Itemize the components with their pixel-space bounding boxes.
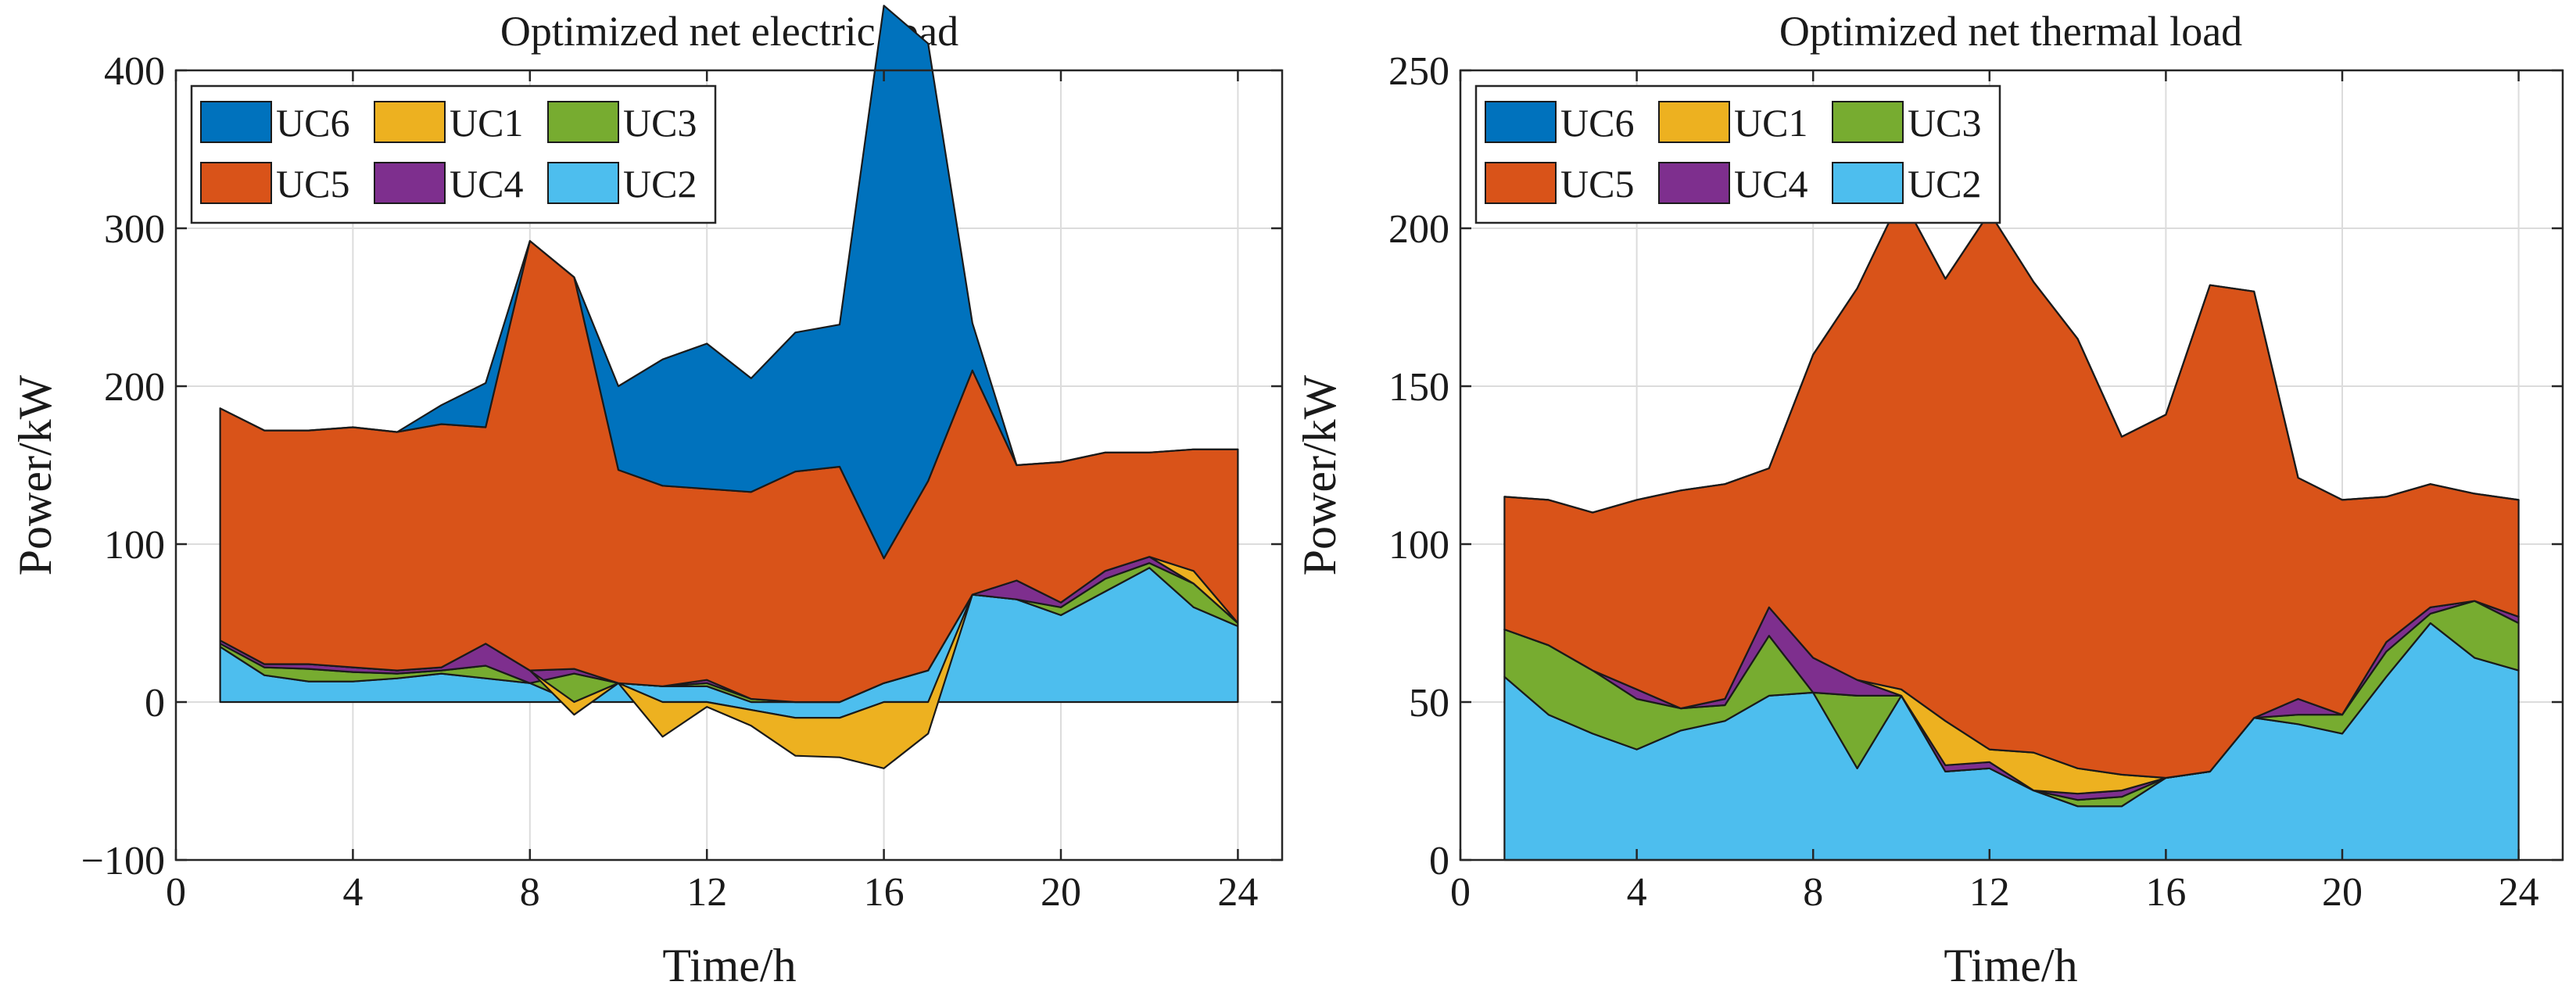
- y-axis-label: Power/kW: [9, 374, 61, 575]
- legend-swatch-uc3: [547, 101, 619, 143]
- y-tick-label: 150: [1388, 365, 1449, 410]
- area-series-uc6: [1503, 195, 2520, 514]
- legend: UC6 UC1 UC3 UC5 UC4 UC2: [190, 84, 717, 224]
- y-tick-label: 50: [1409, 681, 1449, 726]
- legend-label-uc6: UC6: [1560, 101, 1634, 145]
- x-tick-label: 4: [342, 870, 363, 915]
- x-tick-label: 12: [1969, 870, 2010, 915]
- x-tick-label: 8: [520, 870, 540, 915]
- area-series-group: [219, 5, 1239, 769]
- x-tick-label: 8: [1803, 870, 1823, 915]
- legend: UC6 UC1 UC3 UC5 UC4 UC2: [1474, 84, 2001, 224]
- x-axis-label: Time/h: [662, 940, 796, 991]
- legend-swatch-uc5: [1485, 162, 1557, 204]
- legend-swatch-uc3: [1832, 101, 1904, 143]
- y-tick-label: 400: [104, 49, 165, 94]
- x-tick-label: 16: [864, 870, 905, 915]
- y-tick-label: 250: [1388, 49, 1449, 94]
- y-tick-label: 200: [104, 365, 165, 410]
- legend-label-uc6: UC6: [276, 101, 349, 145]
- legend-label-uc2: UC2: [623, 162, 697, 206]
- x-tick-label: 12: [686, 870, 727, 915]
- legend-label-uc3: UC3: [623, 101, 697, 145]
- legend-swatch-uc1: [374, 101, 446, 143]
- thermal-load-chart: Optimized net thermal load Time/h Power/…: [1294, 8, 2564, 991]
- area-series-uc6: [219, 5, 1239, 560]
- legend-label-uc1: UC1: [1734, 101, 1807, 145]
- legend-label-uc4: UC4: [450, 162, 523, 206]
- y-tick-label: 200: [1388, 207, 1449, 252]
- electric-load-chart: Optimized net electric load Time/h Power…: [9, 5, 1284, 991]
- legend-swatch-uc4: [374, 162, 446, 204]
- x-tick-label: 24: [2499, 870, 2539, 915]
- x-tick-label: 20: [2322, 870, 2363, 915]
- x-tick-label: 16: [2145, 870, 2186, 915]
- legend-label-uc3: UC3: [1908, 101, 1981, 145]
- legend-swatch-uc6: [1485, 101, 1557, 143]
- legend-box: [190, 84, 717, 224]
- x-tick-label: 4: [1627, 870, 1647, 915]
- x-tick-label: 0: [166, 870, 186, 915]
- y-tick-label: 0: [1429, 839, 1449, 883]
- legend-swatch-uc1: [1658, 101, 1730, 143]
- axes-box: [174, 69, 1284, 862]
- y-tick-label: 0: [145, 681, 165, 726]
- y-axis-label: Power/kW: [1294, 374, 1345, 575]
- legend-label-uc4: UC4: [1734, 162, 1807, 206]
- legend-swatch-uc4: [1658, 162, 1730, 204]
- legend-box: [1474, 84, 2001, 224]
- y-tick-label: 100: [1388, 523, 1449, 568]
- axes-box: [1459, 69, 2564, 862]
- y-tick-label: −100: [81, 839, 165, 883]
- legend-swatch-uc6: [200, 101, 272, 143]
- legend-label-uc5: UC5: [1560, 162, 1634, 206]
- legend-label-uc5: UC5: [276, 162, 349, 206]
- legend-label-uc2: UC2: [1908, 162, 1981, 206]
- y-tick-label: 100: [104, 523, 165, 568]
- legend-swatch-uc2: [1832, 162, 1904, 204]
- x-axis-label: Time/h: [1944, 940, 2077, 991]
- y-tick-label: 300: [104, 207, 165, 252]
- x-tick-label: 0: [1450, 870, 1471, 915]
- legend-swatch-uc2: [547, 162, 619, 204]
- chart-title: Optimized net thermal load: [1779, 8, 2242, 55]
- legend-swatch-uc5: [200, 162, 272, 204]
- x-tick-label: 20: [1041, 870, 1081, 915]
- legend-label-uc1: UC1: [450, 101, 523, 145]
- x-tick-label: 24: [1217, 870, 1258, 915]
